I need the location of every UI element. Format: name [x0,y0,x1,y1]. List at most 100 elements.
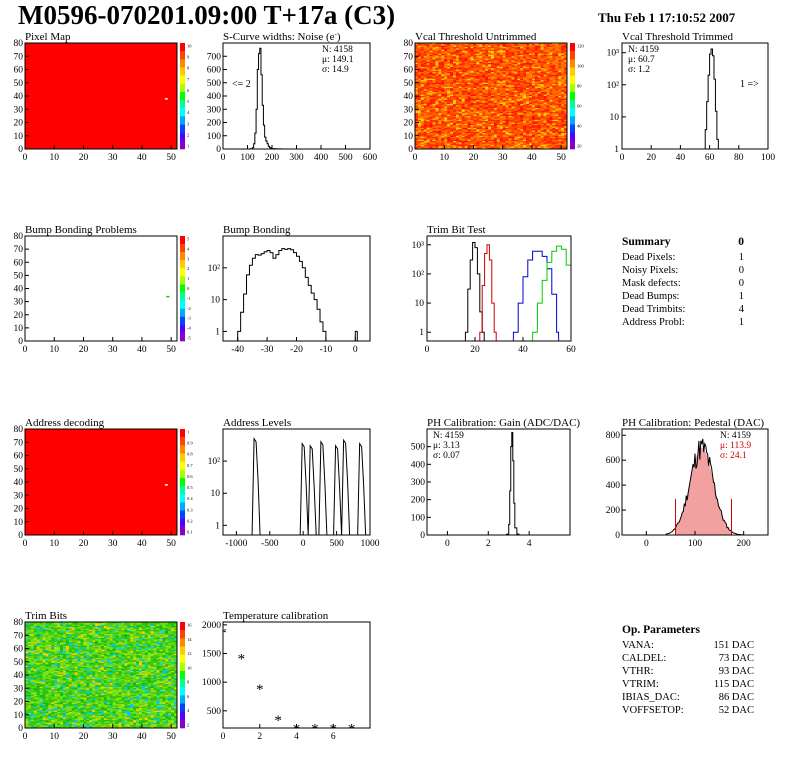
heatmap-cell [476,60,480,62]
heatmap-cell [444,117,448,119]
heatmap-cell [523,84,527,86]
heatmap-cell [423,78,428,81]
heatmap-cell [496,62,501,65]
x-tick-label: 50 [556,153,566,163]
heatmap-cell [447,98,451,101]
heatmap-cell [543,66,547,69]
heatmap-cell [417,65,422,68]
heatmap-cell [523,80,527,82]
heatmap-cell [488,53,492,56]
heatmap-cell [450,145,454,147]
heatmap-cell [30,631,35,633]
heatmap-cell [485,113,489,115]
heatmap-cell [438,122,442,125]
heatmap-cell [450,143,454,146]
heatmap-cell [540,105,545,107]
heatmap-cell [438,45,442,48]
heatmap-cell [564,105,567,107]
heatmap-cell [432,46,436,49]
heatmap-cell [423,135,428,138]
heatmap-cell [564,74,567,77]
heatmap-cell [438,139,442,142]
heatmap-cell [491,134,495,137]
heatmap-cell [534,68,539,70]
heatmap-cell [546,84,550,86]
heatmap-cell [552,134,556,137]
heatmap-cell [520,66,524,69]
heatmap-cell [27,672,32,675]
heatmap-cell [543,45,547,48]
heatmap-cell [33,640,38,643]
heatmap-cell [523,135,527,138]
series-line [464,241,485,341]
heatmap-cell [552,146,556,149]
heatmap-cell [485,48,489,51]
heatmap-cell [561,99,565,102]
heatmap-cell [520,134,524,137]
heatmap-cell [435,80,439,82]
heatmap-cell [476,53,480,56]
heatmap-cell [435,92,439,94]
heatmap-cell [470,135,474,138]
heatmap-cell [479,105,483,107]
heatmap-cell [543,96,547,98]
heatmap-cell [485,80,489,82]
heatmap-cell [552,131,556,134]
heatmap-cell [441,125,445,127]
heatmap-cell [508,118,512,121]
heatmap-cell [534,99,539,102]
heatmap-cell [435,129,439,131]
heatmap-cell [485,77,489,80]
heatmap-cell [549,113,553,115]
heatmap-cell [464,50,469,53]
heatmap-cell [496,131,501,134]
heatmap-cell [417,97,422,100]
heatmap-cell [441,103,445,106]
heatmap-cell [438,98,442,101]
heatmap-cell [36,659,41,661]
heatmap-cell [476,70,480,73]
heatmap-cell [564,111,567,114]
heatmap-cell [508,126,512,129]
heatmap-cell [447,110,451,113]
heatmap-cell [444,90,448,93]
heatmap-cell [432,61,436,64]
heatmap-cell [476,78,480,81]
heatmap-cell [493,123,498,126]
heatmap-cell [467,137,471,139]
heatmap-cell [417,48,422,51]
heatmap-cell [526,44,530,47]
heatmap-cell [450,72,454,74]
heatmap-cell [529,139,533,142]
heatmap-cell [479,97,483,100]
heatmap-cell [505,69,509,72]
heatmap-cell [435,50,439,53]
heatmap-cell [555,147,559,149]
heatmap-cell [543,129,547,131]
heatmap-cell [461,76,466,78]
series-line [479,244,497,341]
heatmap-cell [426,58,431,61]
heatmap-cell [482,88,486,90]
heatmap-cell [455,62,460,65]
heatmap-cell [514,49,518,52]
heatmap-cell [526,60,530,62]
heatmap-cell [511,113,515,115]
heatmap-cell [429,135,433,138]
heatmap-cell [511,119,515,122]
heatmap-cell [558,137,562,139]
heatmap-cell [447,119,451,122]
heatmap-cell [441,80,445,82]
heatmap-cell [488,137,492,139]
heatmap-cell [520,45,524,48]
heatmap-cell [444,84,448,86]
heatmap-cell [482,73,486,76]
heatmap-cell [450,80,454,82]
heatmap-cell [444,45,448,48]
heatmap-cell [435,60,439,62]
heatmap-cell [517,49,521,52]
heatmap-cell [444,61,448,64]
chart-title: Trim Bit Test [427,224,486,236]
heatmap-cell [517,143,521,146]
heatmap-cell [546,65,550,68]
